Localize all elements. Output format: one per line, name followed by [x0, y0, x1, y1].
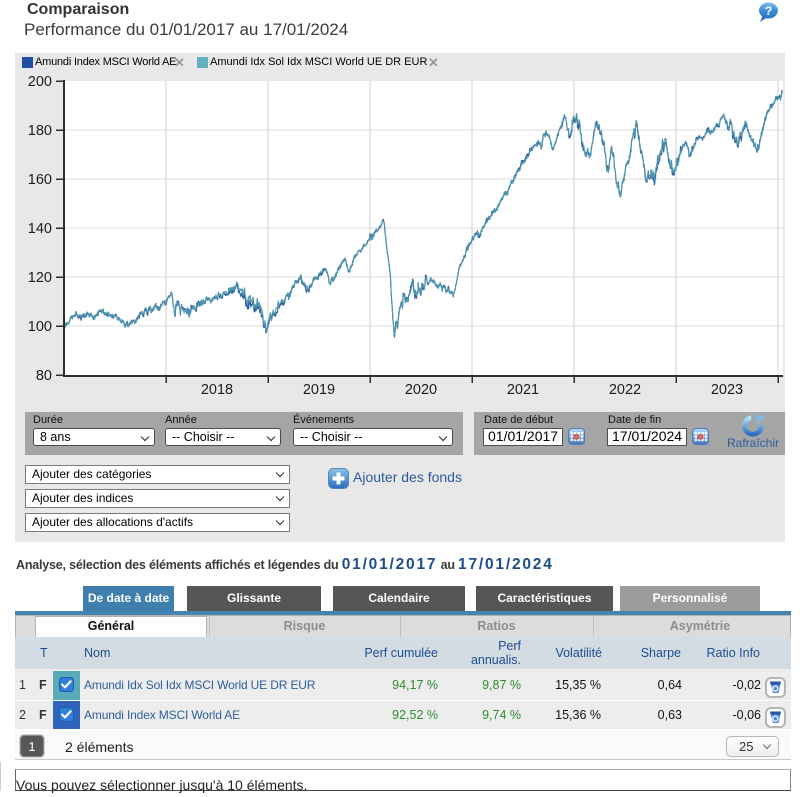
- svg-text:120: 120: [28, 270, 52, 286]
- svg-text:200: 200: [28, 74, 52, 90]
- svg-text:?: ?: [765, 4, 772, 18]
- svg-text:140: 140: [28, 221, 52, 237]
- svg-text:2021: 2021: [507, 382, 539, 398]
- svg-text:2020: 2020: [405, 382, 437, 398]
- svg-text:2018: 2018: [201, 382, 233, 398]
- svg-text:160: 160: [28, 172, 52, 188]
- svg-text:180: 180: [28, 123, 52, 139]
- svg-text:2023: 2023: [711, 382, 743, 398]
- svg-text:2022: 2022: [609, 382, 641, 398]
- svg-text:100: 100: [28, 319, 52, 335]
- svg-text:2019: 2019: [303, 382, 335, 398]
- svg-text:80: 80: [36, 368, 52, 384]
